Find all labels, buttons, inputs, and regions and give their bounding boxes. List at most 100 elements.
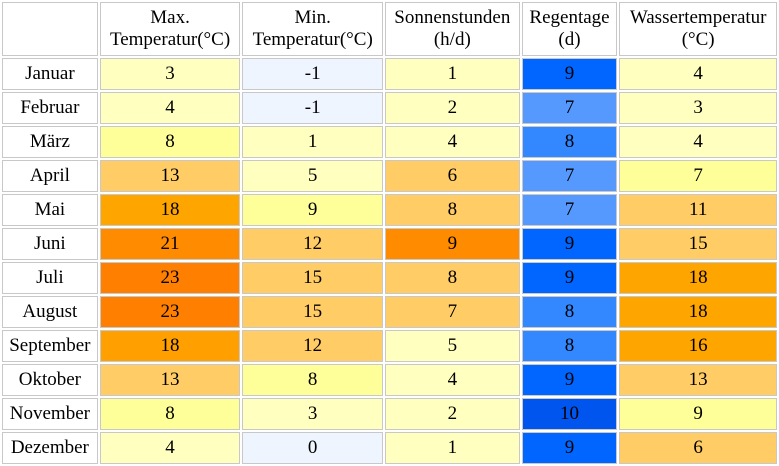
header-rain-days-line2: (d) [558, 29, 581, 50]
water-temp-cell: 3 [619, 92, 777, 124]
min-temp-cell: 12 [242, 330, 383, 362]
rain-days-cell: 8 [521, 126, 618, 158]
min-temp-cell: 3 [242, 398, 383, 430]
max-temp-cell: 18 [99, 194, 241, 226]
header-sun-hours-line1: Sonnenstunden [394, 7, 511, 28]
sun-hours-cell: 7 [384, 296, 520, 328]
table-row: August 23 15 7 8 18 [2, 296, 777, 328]
header-rain-days-line1: Regentage [529, 7, 610, 28]
min-temp-cell: 1 [242, 126, 383, 158]
water-temp-cell: 18 [619, 262, 777, 294]
sun-hours-cell: 6 [384, 160, 520, 192]
month-cell: Januar [2, 58, 98, 90]
header-sun-hours: Sonnenstunden (h/d) [384, 2, 520, 56]
month-cell: Mai [2, 194, 98, 226]
month-cell: November [2, 398, 98, 430]
min-temp-cell: -1 [242, 58, 383, 90]
sun-hours-cell: 9 [384, 228, 520, 260]
header-min-temp-line1: Min. [294, 7, 331, 28]
max-temp-cell: 4 [99, 432, 241, 464]
table-row: April 13 5 6 7 7 [2, 160, 777, 192]
header-min-temp-line2: Temperatur(°C) [252, 29, 373, 50]
month-cell: Februar [2, 92, 98, 124]
sun-hours-cell: 4 [384, 364, 520, 396]
rain-days-cell: 10 [521, 398, 618, 430]
rain-days-cell: 9 [521, 262, 618, 294]
sun-hours-cell: 1 [384, 432, 520, 464]
min-temp-cell: 9 [242, 194, 383, 226]
month-cell: Juni [2, 228, 98, 260]
table-row: Juli 23 15 8 9 18 [2, 262, 777, 294]
rain-days-cell: 8 [521, 296, 618, 328]
header-max-temp-line1: Max. [150, 7, 190, 28]
table-row: November 8 3 2 10 9 [2, 398, 777, 430]
table-body: Januar 3 -1 1 9 4 Februar 4 -1 2 7 3 März 8 1 4 8 4 April 1… [2, 58, 777, 464]
header-min-temp: Min. Temperatur(°C) [242, 2, 383, 56]
rain-days-cell: 7 [521, 92, 618, 124]
water-temp-cell: 4 [619, 58, 777, 90]
water-temp-cell: 15 [619, 228, 777, 260]
sun-hours-cell: 1 [384, 58, 520, 90]
table-row: September 18 12 5 8 16 [2, 330, 777, 362]
month-cell: September [2, 330, 98, 362]
sun-hours-cell: 5 [384, 330, 520, 362]
header-sun-hours-line2: (h/d) [433, 29, 471, 50]
table-row: Juni 21 12 9 9 15 [2, 228, 777, 260]
table-row: Februar 4 -1 2 7 3 [2, 92, 777, 124]
max-temp-cell: 4 [99, 92, 241, 124]
header-water-temp-line1: Wassertemperatur [629, 7, 767, 28]
sun-hours-cell: 8 [384, 262, 520, 294]
month-cell: Oktober [2, 364, 98, 396]
water-temp-cell: 18 [619, 296, 777, 328]
min-temp-cell: 15 [242, 262, 383, 294]
month-cell: März [2, 126, 98, 158]
sun-hours-cell: 4 [384, 126, 520, 158]
rain-days-cell: 9 [521, 364, 618, 396]
water-temp-cell: 16 [619, 330, 777, 362]
month-cell: Dezember [2, 432, 98, 464]
max-temp-cell: 13 [99, 160, 241, 192]
rain-days-cell: 9 [521, 432, 618, 464]
max-temp-cell: 21 [99, 228, 241, 260]
table-row: Dezember 4 0 1 9 6 [2, 432, 777, 464]
sun-hours-cell: 2 [384, 92, 520, 124]
header-max-temp: Max. Temperatur(°C) [99, 2, 241, 56]
water-temp-cell: 6 [619, 432, 777, 464]
water-temp-cell: 7 [619, 160, 777, 192]
month-cell: April [2, 160, 98, 192]
water-temp-cell: 9 [619, 398, 777, 430]
rain-days-cell: 7 [521, 194, 618, 226]
max-temp-cell: 23 [99, 296, 241, 328]
rain-days-cell: 7 [521, 160, 618, 192]
header-row: Max. Temperatur(°C) Min. Temperatur(°C) … [2, 2, 777, 56]
min-temp-cell: 0 [242, 432, 383, 464]
rain-days-cell: 8 [521, 330, 618, 362]
sun-hours-cell: 2 [384, 398, 520, 430]
table-row: Oktober 13 8 4 9 13 [2, 364, 777, 396]
max-temp-cell: 3 [99, 58, 241, 90]
table-row: Mai 18 9 8 7 11 [2, 194, 777, 226]
max-temp-cell: 13 [99, 364, 241, 396]
min-temp-cell: 8 [242, 364, 383, 396]
min-temp-cell: 15 [242, 296, 383, 328]
header-month [2, 2, 98, 56]
max-temp-cell: 8 [99, 398, 241, 430]
month-cell: August [2, 296, 98, 328]
rain-days-cell: 9 [521, 58, 618, 90]
min-temp-cell: -1 [242, 92, 383, 124]
water-temp-cell: 4 [619, 126, 777, 158]
header-water-temp-line2: (°C) [681, 29, 715, 50]
max-temp-cell: 8 [99, 126, 241, 158]
min-temp-cell: 5 [242, 160, 383, 192]
min-temp-cell: 12 [242, 228, 383, 260]
table-row: März 8 1 4 8 4 [2, 126, 777, 158]
header-water-temp: Wassertemperatur (°C) [619, 2, 777, 56]
header-max-temp-line2: Temperatur(°C) [109, 29, 231, 50]
water-temp-cell: 13 [619, 364, 777, 396]
max-temp-cell: 18 [99, 330, 241, 362]
table-row: Januar 3 -1 1 9 4 [2, 58, 777, 90]
water-temp-cell: 11 [619, 194, 777, 226]
month-cell: Juli [2, 262, 98, 294]
max-temp-cell: 23 [99, 262, 241, 294]
